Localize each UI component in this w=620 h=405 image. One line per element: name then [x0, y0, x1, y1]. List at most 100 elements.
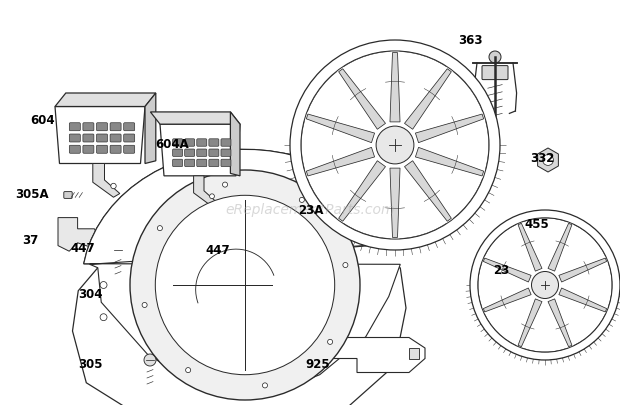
- FancyBboxPatch shape: [209, 159, 219, 166]
- FancyBboxPatch shape: [221, 159, 231, 166]
- Polygon shape: [548, 223, 572, 271]
- Text: 305A: 305A: [15, 188, 48, 202]
- FancyBboxPatch shape: [124, 134, 135, 142]
- Polygon shape: [339, 161, 386, 221]
- Circle shape: [210, 194, 215, 198]
- Polygon shape: [484, 288, 531, 312]
- Polygon shape: [415, 114, 484, 143]
- Circle shape: [489, 51, 501, 63]
- Polygon shape: [73, 149, 406, 405]
- FancyBboxPatch shape: [409, 348, 419, 358]
- Polygon shape: [55, 107, 145, 164]
- FancyBboxPatch shape: [83, 123, 94, 131]
- Polygon shape: [484, 258, 531, 282]
- Polygon shape: [151, 112, 240, 124]
- FancyBboxPatch shape: [172, 159, 183, 166]
- Circle shape: [223, 182, 228, 187]
- Text: 305: 305: [78, 358, 102, 371]
- Polygon shape: [325, 337, 425, 373]
- Polygon shape: [559, 288, 606, 312]
- Polygon shape: [548, 299, 572, 347]
- FancyBboxPatch shape: [185, 159, 195, 166]
- FancyBboxPatch shape: [185, 149, 195, 156]
- Polygon shape: [339, 69, 386, 129]
- Polygon shape: [390, 53, 400, 122]
- FancyBboxPatch shape: [97, 134, 107, 142]
- FancyBboxPatch shape: [209, 149, 219, 156]
- FancyBboxPatch shape: [197, 159, 207, 166]
- Polygon shape: [306, 114, 374, 143]
- Text: 447: 447: [205, 243, 229, 256]
- FancyBboxPatch shape: [185, 139, 195, 146]
- Text: 604: 604: [30, 113, 55, 126]
- Circle shape: [185, 368, 191, 373]
- Circle shape: [290, 40, 500, 250]
- Polygon shape: [415, 147, 484, 176]
- FancyBboxPatch shape: [97, 123, 107, 131]
- Ellipse shape: [529, 255, 567, 265]
- FancyBboxPatch shape: [209, 139, 219, 146]
- FancyBboxPatch shape: [110, 134, 121, 142]
- Circle shape: [100, 281, 107, 288]
- Circle shape: [91, 249, 101, 259]
- FancyBboxPatch shape: [172, 139, 183, 146]
- Circle shape: [111, 183, 116, 189]
- Circle shape: [142, 303, 147, 307]
- Circle shape: [327, 339, 333, 344]
- FancyBboxPatch shape: [69, 145, 81, 153]
- Circle shape: [376, 126, 414, 164]
- Polygon shape: [538, 148, 559, 172]
- FancyBboxPatch shape: [64, 192, 72, 198]
- FancyBboxPatch shape: [197, 139, 207, 146]
- Circle shape: [531, 271, 559, 298]
- FancyBboxPatch shape: [83, 134, 94, 142]
- Polygon shape: [518, 299, 542, 347]
- Circle shape: [157, 226, 162, 231]
- FancyBboxPatch shape: [97, 145, 107, 153]
- Polygon shape: [84, 149, 401, 394]
- Circle shape: [299, 197, 304, 202]
- Polygon shape: [534, 227, 562, 233]
- Polygon shape: [160, 124, 240, 176]
- Polygon shape: [306, 147, 374, 176]
- Circle shape: [343, 262, 348, 268]
- Polygon shape: [404, 69, 451, 129]
- Polygon shape: [93, 164, 120, 197]
- FancyBboxPatch shape: [110, 145, 121, 153]
- FancyBboxPatch shape: [124, 123, 135, 131]
- FancyBboxPatch shape: [172, 149, 183, 156]
- FancyBboxPatch shape: [110, 123, 121, 131]
- Polygon shape: [559, 258, 606, 282]
- FancyBboxPatch shape: [124, 145, 135, 153]
- Circle shape: [144, 354, 156, 366]
- Circle shape: [262, 383, 267, 388]
- Polygon shape: [404, 161, 451, 221]
- Circle shape: [130, 170, 360, 400]
- Circle shape: [470, 210, 620, 360]
- Polygon shape: [145, 93, 156, 164]
- FancyBboxPatch shape: [197, 149, 207, 156]
- Circle shape: [155, 195, 335, 375]
- Polygon shape: [390, 168, 400, 237]
- Polygon shape: [518, 223, 542, 271]
- FancyBboxPatch shape: [69, 134, 81, 142]
- FancyBboxPatch shape: [69, 123, 81, 131]
- Polygon shape: [193, 176, 218, 207]
- Polygon shape: [231, 112, 240, 176]
- Text: 332: 332: [530, 151, 554, 164]
- Text: 447: 447: [70, 241, 95, 254]
- Text: eReplacementParts.com: eReplacementParts.com: [225, 203, 395, 217]
- Text: 925: 925: [305, 358, 330, 371]
- Text: 304: 304: [78, 288, 102, 301]
- FancyBboxPatch shape: [221, 139, 231, 146]
- Text: 455: 455: [524, 219, 549, 232]
- Circle shape: [234, 249, 246, 261]
- FancyBboxPatch shape: [83, 145, 94, 153]
- FancyBboxPatch shape: [482, 66, 508, 80]
- Text: 604A: 604A: [155, 139, 188, 151]
- FancyBboxPatch shape: [221, 149, 231, 156]
- Text: 23A: 23A: [298, 203, 324, 217]
- Circle shape: [542, 155, 554, 165]
- Text: 37: 37: [22, 234, 38, 247]
- Circle shape: [112, 244, 124, 256]
